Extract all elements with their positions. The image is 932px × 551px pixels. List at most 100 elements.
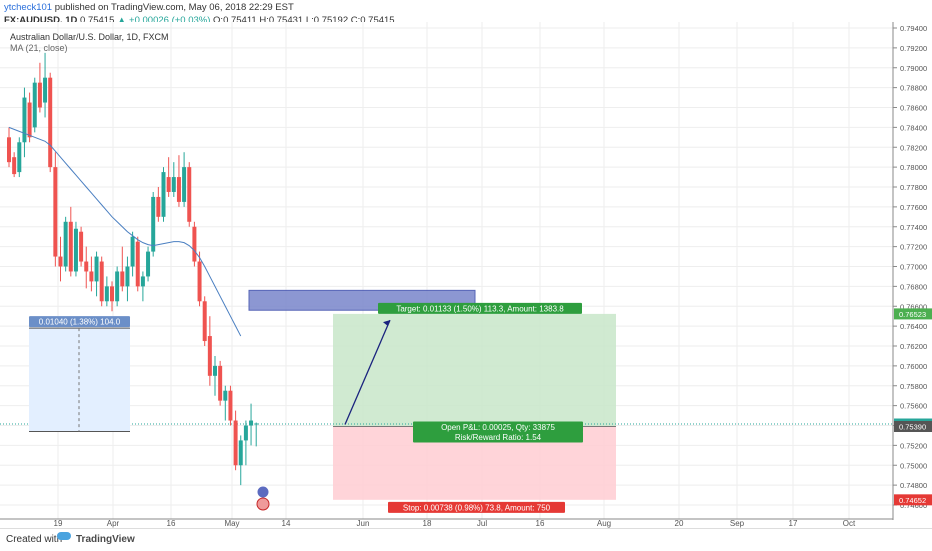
- author-link[interactable]: ytcheck101: [4, 2, 53, 13]
- drawings: [0, 289, 893, 511]
- candles: [7, 52, 259, 486]
- stop-label-bg: [388, 501, 565, 513]
- candle-body: [79, 231, 84, 262]
- price-tag-bg: [894, 420, 932, 432]
- event-flag-icon: [256, 485, 270, 499]
- price-tick-label: 0.78200: [900, 143, 927, 152]
- time-tick-label: 20: [675, 519, 684, 528]
- candle-body: [68, 221, 73, 272]
- drawing-labels: 0.01040 (1.38%) 104.0 Target: 0.01133 (1.…: [29, 302, 583, 513]
- price-tick-label: 0.76600: [900, 302, 927, 311]
- price-tick-label: 0.76400: [900, 322, 927, 331]
- candle-body: [207, 336, 212, 376]
- time-tick-label: Jul: [477, 519, 487, 528]
- candle-body: [32, 82, 37, 128]
- price-tick-label: 0.75600: [900, 402, 927, 411]
- price-tick-label: 0.79400: [900, 24, 927, 33]
- event-flag-icon: [256, 497, 270, 511]
- candle-body: [243, 425, 248, 441]
- candle-body: [43, 77, 48, 103]
- candle-body: [7, 137, 11, 163]
- candle-body: [166, 177, 171, 192]
- price-tag-label: 0.74652: [899, 496, 926, 505]
- target-label-bg: [378, 302, 582, 314]
- candle-body: [192, 226, 197, 262]
- created-with-label: Created with: [6, 534, 63, 545]
- measure-label: 0.01040 (1.38%) 104.0: [39, 318, 121, 327]
- candle-body: [99, 261, 104, 302]
- chart-title: Australian Dollar/U.S. Dollar, 1D, FXCM: [10, 32, 169, 42]
- candle-body: [120, 271, 125, 287]
- risk-reward-label-bg: [413, 431, 583, 443]
- candle-body: [182, 167, 187, 202]
- candle-body: [249, 420, 254, 426]
- candle-body: [140, 276, 145, 287]
- measure-label-bg: [29, 316, 130, 328]
- price-tick-label: 0.76200: [900, 342, 927, 351]
- open-pnl-label: Open P&L: 0.00025, Qty: 33875: [441, 423, 555, 432]
- candle-body: [254, 423, 259, 425]
- brand-label[interactable]: TradingView: [76, 534, 135, 545]
- candle-body: [197, 261, 202, 302]
- time-tick-label: Sep: [730, 519, 745, 528]
- price-tag-bg: [894, 494, 932, 506]
- profit-zone: [333, 313, 616, 427]
- risk-reward-label: Risk/Reward Ratio: 1.54: [455, 433, 542, 442]
- candle-body: [135, 241, 140, 287]
- candle-body: [22, 97, 27, 143]
- candle-body: [94, 256, 99, 282]
- time-tick-label: Aug: [597, 519, 611, 528]
- candle-body: [89, 271, 94, 282]
- time-tick-label: 18: [423, 519, 432, 528]
- time-tick-label: May: [224, 519, 239, 528]
- candle-body: [176, 177, 181, 202]
- time-tick-label: 14: [282, 519, 291, 528]
- price-tick-label: 0.75800: [900, 382, 927, 391]
- price-tag-label: 0.76523: [899, 310, 926, 319]
- target-label: Target: 0.01133 (1.50%) 113.3, Amount: 1…: [396, 304, 564, 313]
- price-tick-label: 0.77800: [900, 183, 927, 192]
- price-tick-label: 0.76000: [900, 362, 927, 371]
- price-chart[interactable]: 0.01040 (1.38%) 104.0 Target: 0.01133 (1.…: [0, 0, 932, 528]
- candle-body: [213, 365, 217, 376]
- footer: Created with TradingView: [0, 528, 932, 551]
- time-axis[interactable]: 19 Apr 16 May 14 Jun 18 Jul 16 Aug 20 Sep 17 Oct: [54, 519, 856, 528]
- arrow-head-icon: [383, 320, 390, 327]
- time-tick-label: 16: [536, 519, 545, 528]
- grid: [0, 22, 893, 519]
- candle-body: [73, 228, 78, 272]
- time-tick-label: Oct: [843, 519, 856, 528]
- price-tick-label: 0.77600: [900, 203, 927, 212]
- high-value: 0.75431: [268, 15, 304, 26]
- candle-body: [125, 266, 130, 287]
- candle-body: [161, 172, 166, 217]
- ohlc-line: FX:AUDUSD, 1D 0.75415 ▲ +0.00026 (+0.03%…: [4, 15, 395, 26]
- price-tick-label: 0.79200: [900, 44, 927, 53]
- candle-body: [238, 440, 243, 466]
- time-tick-label: 17: [789, 519, 798, 528]
- tradingview-logo-icon: [57, 532, 71, 540]
- candle-body: [63, 221, 68, 267]
- open-label: O:: [213, 15, 224, 26]
- price-axis[interactable]: 0.79400 0.79200 0.79000 0.78800 0.78600 0.784…: [893, 24, 927, 510]
- price-tick-label: 0.75000: [900, 461, 927, 470]
- symbol-label: FX:AUDUSD, 1D: [4, 15, 78, 26]
- price-tick-label: 0.74800: [900, 481, 927, 490]
- candle-body: [104, 286, 109, 302]
- time-tick-label: Apr: [107, 519, 120, 528]
- time-tick-label: 16: [167, 519, 176, 528]
- candle-body: [228, 390, 233, 421]
- candle-body: [84, 261, 89, 272]
- candle-body: [146, 251, 151, 277]
- candle-body: [130, 236, 135, 267]
- last-price: 0.75415: [80, 15, 115, 26]
- close-value: 0.75415: [360, 15, 395, 26]
- price-tick-label: 0.77200: [900, 243, 927, 252]
- candle-body: [218, 365, 223, 401]
- candle-body: [202, 301, 207, 342]
- publish-line: ytcheck101 published on TradingView.com,…: [4, 2, 294, 13]
- price-tick-label: 0.77400: [900, 223, 927, 232]
- price-tick-label: 0.78000: [900, 163, 927, 172]
- time-tick-label: Jun: [357, 519, 370, 528]
